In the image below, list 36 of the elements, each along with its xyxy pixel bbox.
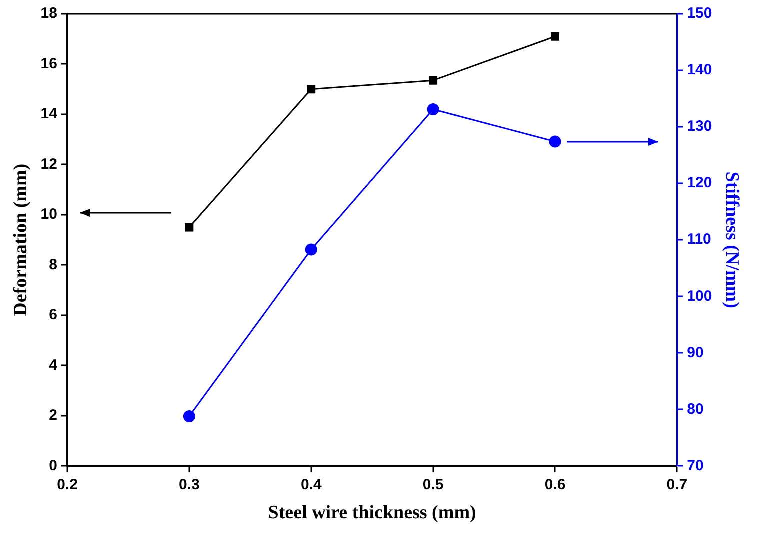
y-tick-label: 16: [40, 55, 58, 72]
point: [307, 85, 316, 94]
point: [305, 244, 318, 256]
y-axis-title: Deformation (mm): [10, 164, 32, 316]
x-axis-title: Steel wire thickness (mm): [268, 502, 476, 524]
y2-tick-label: 140: [687, 62, 712, 79]
x-tick-label: 0.5: [422, 476, 444, 494]
x-tick-label: 0.3: [178, 476, 200, 494]
y-tick-label: 2: [49, 407, 58, 424]
y-tick-label: 0: [49, 457, 58, 474]
y-tick-label: 18: [40, 5, 58, 22]
y2-tick-label: 100: [687, 288, 712, 305]
point: [427, 104, 440, 116]
point: [185, 223, 194, 232]
y2-tick-label: 150: [687, 5, 712, 22]
y-tick-label: 8: [49, 256, 58, 274]
x-tick-label: 0.4: [300, 476, 322, 494]
y2-tick-label: 130: [687, 118, 712, 136]
y-tick-label: 6: [49, 306, 58, 324]
x-tick-label: 0.6: [544, 476, 566, 494]
y-tick-label: 10: [40, 206, 58, 224]
y-tick-label: 14: [40, 106, 58, 123]
y2-tick-label: 90: [687, 344, 704, 362]
point: [549, 136, 562, 148]
y2-tick-label: 120: [687, 174, 712, 192]
y2-tick-label: 70: [687, 457, 704, 474]
y-tick-label: 12: [40, 156, 58, 173]
y2-tick-label: 110: [687, 231, 712, 248]
y2-axis-title: Stiffness (N/mm): [722, 172, 743, 308]
x-tick-label: 0.2: [57, 476, 78, 494]
y-tick-label: 4: [49, 356, 58, 374]
y2-tick-label: 80: [687, 400, 704, 418]
x-tick-label: 0.7: [666, 476, 688, 494]
point: [550, 32, 560, 41]
point: [183, 410, 196, 422]
point: [429, 76, 438, 85]
